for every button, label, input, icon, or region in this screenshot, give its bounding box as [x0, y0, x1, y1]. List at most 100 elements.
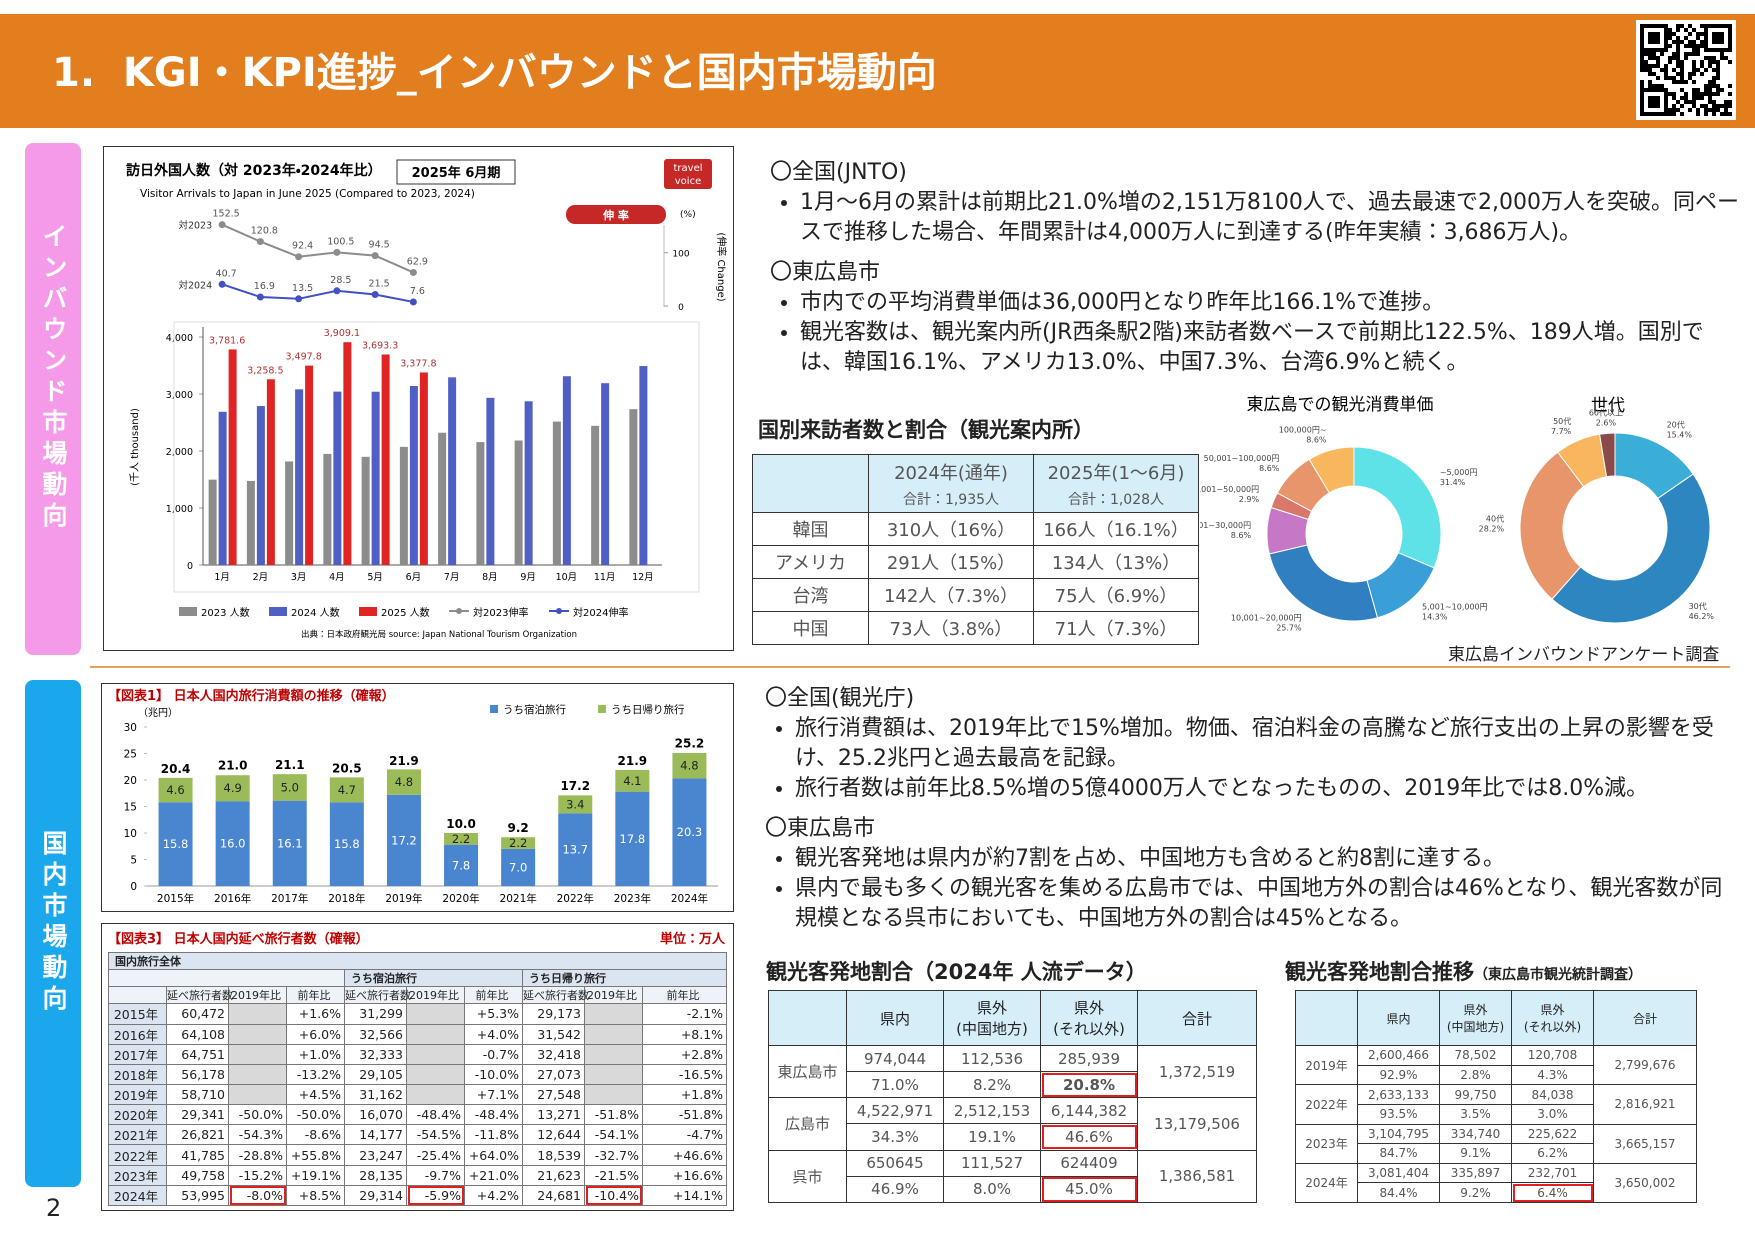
qr-module — [1720, 52, 1724, 56]
table-row: 2018年 56,178 -13.2% 29,105 -10.0% 27,073 -16.5… — [108, 1063, 728, 1086]
header-line: 県内 — [879, 1009, 910, 1028]
total-cell: 2,799,676 — [1593, 1044, 1697, 1086]
qr-module — [1724, 108, 1728, 112]
qr-module — [1640, 52, 1644, 56]
total-cell: 2,816,921 — [1593, 1084, 1697, 1125]
section-heading: 〇全国(JNTO) — [770, 160, 907, 185]
qr-module — [1692, 92, 1696, 96]
table-cell: 23,247 — [344, 1144, 407, 1166]
total-label: 21.9 — [389, 754, 419, 768]
blank-cell — [228, 1003, 287, 1025]
total-label: 21.1 — [275, 758, 305, 772]
bar — [295, 389, 304, 565]
table-cell: -16.5% — [641, 1063, 728, 1086]
unit-label: （兆円） — [138, 707, 178, 719]
segment-label: 2.2 — [509, 836, 527, 850]
segment-label: 4.9 — [224, 781, 242, 795]
qr-module — [1692, 100, 1696, 104]
x-tick-label: 9月 — [520, 572, 536, 583]
slice-label: 40代 — [1486, 514, 1504, 524]
table-cell: 41,785 — [166, 1144, 229, 1166]
column-header: 延べ旅行者数 — [522, 986, 589, 1005]
bullet: 市内での平均消費単価は36,000円となり昨年比166.1%で進捗。 — [800, 288, 1740, 318]
qr-module — [1680, 76, 1684, 80]
bullet: 旅行者数は前年比8.5%増の5億4000万人でとなったものの、2019年比では8… — [795, 774, 1725, 804]
qr-module — [1680, 68, 1684, 72]
column-header: 県外 (中国地方) — [1439, 990, 1512, 1046]
table-row: 2021年 26,821 -54.3% -8.6% 14,177 -54.5% -11.8%… — [108, 1124, 728, 1146]
column-header: 延べ旅行者数 — [166, 986, 233, 1005]
rate-value-label: 120.8 — [251, 226, 278, 237]
table-cell: 18,539 — [522, 1144, 585, 1166]
total-label: 20.4 — [161, 762, 191, 776]
y-tick-label: 5 — [130, 855, 137, 867]
corner-cell — [108, 986, 167, 1005]
bar — [448, 377, 457, 565]
count-cell: 650645 — [846, 1149, 944, 1177]
source-note: 東広島インバウンドアンケート調査 — [1448, 645, 1720, 665]
bar-segment — [558, 795, 593, 814]
qr-module — [1720, 88, 1724, 92]
qr-module — [1672, 68, 1676, 72]
column-label: 2025年(1～6月) — [1047, 462, 1185, 484]
qr-module — [1676, 52, 1680, 56]
qr-module — [1712, 108, 1716, 112]
travelers-table: 国内旅行全体 うち宿泊旅行 うち日帰り旅行 延べ旅行者数 2019年比 前年比 延べ旅行者数… — [107, 951, 728, 1207]
table-cell: -5.9% — [406, 1184, 465, 1207]
share-row: 84.4% 9.2% 6.4% — [1296, 1182, 1697, 1203]
count-cell: 112,536 — [943, 1044, 1041, 1073]
bullet: 県内で最も多くの観光客を集める広島市では、中国地方外の割合は46%となり、観光客… — [795, 874, 1725, 934]
column-header: 合計 — [1137, 990, 1257, 1046]
qr-module — [1688, 72, 1692, 76]
rate-badge-text: 伸 率 — [602, 208, 629, 222]
section-label: インバウンド市場動向 — [25, 143, 81, 655]
qr-module — [1700, 64, 1704, 68]
qr-module — [1712, 76, 1716, 80]
qr-module — [1716, 64, 1720, 68]
table-cell: -15.2% — [228, 1164, 287, 1186]
chart-title: 【図表1】 日本人国内旅行消費額の推移（確報） — [108, 688, 395, 704]
row-name: 広島市 — [768, 1097, 847, 1151]
table-cell: 27,073 — [522, 1063, 585, 1086]
bar — [591, 425, 600, 565]
qr-module — [1704, 108, 1708, 112]
qr-module — [1700, 72, 1704, 76]
qr-module — [1684, 92, 1688, 96]
text-block: 〇全国(JNTO) 1月〜6月の累計は前期比21.0%増の2,151万8100人で… — [770, 158, 1740, 378]
qr-module — [1648, 68, 1652, 72]
segment-label: 7.0 — [509, 860, 527, 874]
qr-module — [1676, 108, 1680, 112]
legend-label: 対2024伸率 — [573, 606, 628, 619]
bar — [305, 365, 314, 565]
table-cell: -8.0% — [228, 1184, 287, 1207]
bar-value-label: 3,497.8 — [285, 352, 321, 363]
qr-module — [1648, 56, 1652, 60]
period: 2025年 6月期 — [412, 165, 501, 181]
column-header: 県外 (それ以外) — [1511, 990, 1594, 1046]
y2-tick-label: 100 — [672, 250, 689, 260]
table-row: 2024年 53,995 -8.0% +8.5% 29,314 -5.9% +4.2% 24,… — [108, 1184, 728, 1207]
qr-module — [1664, 76, 1668, 80]
table-cell: -48.4% — [464, 1104, 523, 1126]
qr-module — [1680, 96, 1684, 100]
table-cell: 31,162 — [344, 1083, 407, 1106]
x-tick-label: 2024年 — [671, 892, 708, 905]
column-header: 2019年比 — [228, 986, 287, 1005]
qr-module — [1728, 104, 1732, 108]
blank-cell — [584, 1083, 643, 1106]
row-name: 東広島市 — [768, 1044, 847, 1099]
legend-label: 2025 人数 — [381, 606, 430, 619]
qr-module — [1716, 72, 1720, 76]
rate-value-label: 40.7 — [216, 268, 237, 279]
section-heading: 〇東広島市 — [770, 260, 881, 285]
qr-module — [1640, 80, 1644, 84]
x-tick-label: 2015年 — [157, 892, 194, 905]
table-cell: 166人（16.1%） — [1033, 512, 1199, 546]
table-cell: -54.5% — [406, 1124, 465, 1146]
column-header: 合計 — [1593, 990, 1697, 1046]
qr-module — [1708, 88, 1712, 92]
qr-module — [1640, 60, 1644, 64]
table-cell: +55.8% — [286, 1144, 345, 1166]
segment-label: 7.8 — [452, 858, 470, 872]
qr-module — [1672, 104, 1676, 108]
